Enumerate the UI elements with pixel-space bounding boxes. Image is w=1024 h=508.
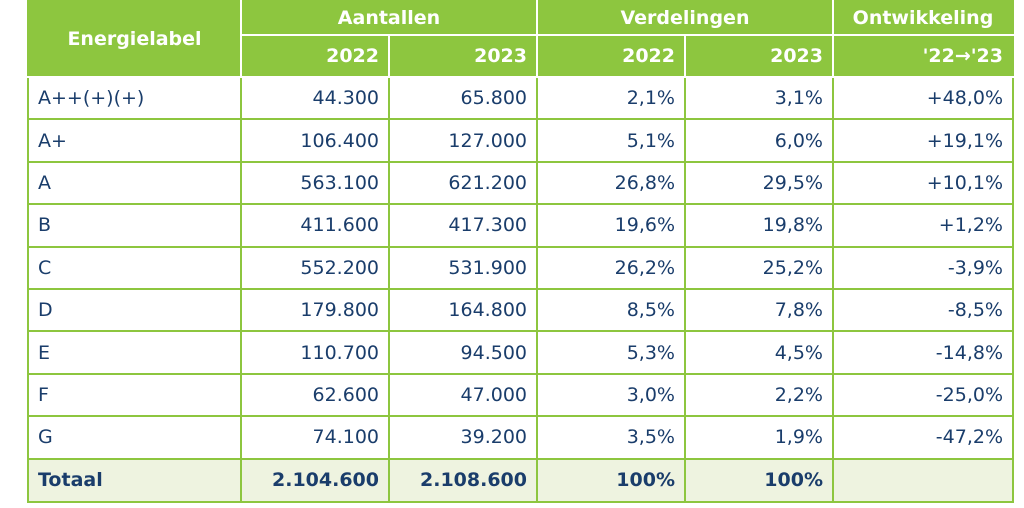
cell-n2023: 39.200 — [388, 415, 538, 460]
row-label: G — [27, 415, 242, 460]
table-body: A++(+)(+) 44.300 65.800 2,1% 3,1% +48,0% A+ 106… — [27, 75, 1014, 503]
cell-p2022: 19,6% — [536, 203, 686, 248]
header-year: '22→'23 — [832, 34, 1014, 78]
header-group-verdelingen: Verdelingen — [536, 0, 834, 36]
header-year: 2022 — [240, 34, 390, 78]
table-row: A+ 106.400 127.000 5,1% 6,0% +19,1% — [27, 118, 1014, 163]
energy-label-table: Energielabel Aantallen Verdelingen Ontwi… — [27, 0, 1014, 503]
cell-n2023: 47.000 — [388, 372, 538, 418]
total-p2022: 100% — [536, 457, 686, 503]
cell-n2022: 106.400 — [240, 118, 390, 163]
header-row-groups: Energielabel Aantallen Verdelingen Ontwi… — [27, 0, 1014, 78]
cell-p2022: 3,0% — [536, 372, 686, 418]
total-n2022: 2.104.600 — [240, 457, 390, 503]
header-row-years: 2022 2023 2022 2023 '22→'23 — [28, 34, 1014, 78]
cell-n2022: 411.600 — [240, 203, 390, 248]
cell-p2023: 6,0% — [684, 118, 834, 163]
header-energielabel: Energielabel — [27, 0, 242, 78]
header-group-aantallen: Aantallen — [240, 0, 538, 36]
cell-n2022: 552.200 — [240, 245, 390, 290]
cell-dev: -8,5% — [832, 287, 1014, 333]
cell-p2022: 8,5% — [536, 287, 686, 333]
cell-dev: +1,2% — [832, 203, 1014, 248]
header-group-ontwikkeling: Ontwikkeling — [832, 0, 1014, 36]
row-label: D — [27, 287, 242, 333]
cell-p2023: 2,2% — [684, 372, 834, 418]
cell-p2023: 29,5% — [684, 160, 834, 206]
cell-n2023: 417.300 — [388, 203, 538, 248]
cell-n2022: 563.100 — [240, 160, 390, 206]
header-year: 2022 — [536, 34, 686, 78]
energy-label-table-wrapper: Energielabel Aantallen Verdelingen Ontwi… — [27, 0, 1014, 503]
cell-n2023: 621.200 — [388, 160, 538, 206]
table-row: C 552.200 531.900 26,2% 25,2% -3,9% — [27, 245, 1014, 290]
total-row: Totaal 2.104.600 2.108.600 100% 100% — [27, 457, 1014, 503]
cell-p2023: 25,2% — [684, 245, 834, 290]
cell-n2023: 127.000 — [388, 118, 538, 163]
cell-dev: -3,9% — [832, 245, 1014, 290]
cell-dev: -47,2% — [832, 415, 1014, 460]
cell-p2022: 5,1% — [536, 118, 686, 163]
row-label: E — [27, 330, 242, 375]
total-label: Totaal — [27, 457, 242, 503]
header-year: 2023 — [684, 34, 834, 78]
cell-p2022: 3,5% — [536, 415, 686, 460]
cell-n2023: 164.800 — [388, 287, 538, 333]
cell-n2022: 74.100 — [240, 415, 390, 460]
cell-n2022: 179.800 — [240, 287, 390, 333]
total-dev — [832, 457, 1014, 503]
table-row: D 179.800 164.800 8,5% 7,8% -8,5% — [27, 287, 1014, 333]
table-row: A 563.100 621.200 26,8% 29,5% +10,1% — [27, 160, 1014, 206]
cell-dev: +48,0% — [832, 75, 1014, 121]
cell-p2023: 4,5% — [684, 330, 834, 375]
row-label: A+ — [27, 118, 242, 163]
row-label: B — [27, 203, 242, 248]
row-label: F — [27, 372, 242, 418]
cell-p2022: 26,8% — [536, 160, 686, 206]
cell-p2023: 3,1% — [684, 75, 834, 121]
cell-dev: -25,0% — [832, 372, 1014, 418]
cell-p2022: 2,1% — [536, 75, 686, 121]
cell-p2022: 26,2% — [536, 245, 686, 290]
cell-dev: -14,8% — [832, 330, 1014, 375]
cell-n2023: 94.500 — [388, 330, 538, 375]
table-row: A++(+)(+) 44.300 65.800 2,1% 3,1% +48,0% — [27, 75, 1014, 121]
table-row: E 110.700 94.500 5,3% 4,5% -14,8% — [27, 330, 1014, 375]
header-year: 2023 — [388, 34, 538, 78]
cell-dev: +10,1% — [832, 160, 1014, 206]
cell-dev: +19,1% — [832, 118, 1014, 163]
cell-n2023: 531.900 — [388, 245, 538, 290]
cell-n2023: 65.800 — [388, 75, 538, 121]
row-label: A++(+)(+) — [27, 75, 242, 121]
cell-p2022: 5,3% — [536, 330, 686, 375]
total-n2023: 2.108.600 — [388, 457, 538, 503]
table-row: G 74.100 39.200 3,5% 1,9% -47,2% — [27, 415, 1014, 460]
cell-n2022: 62.600 — [240, 372, 390, 418]
row-label: C — [27, 245, 242, 290]
cell-p2023: 1,9% — [684, 415, 834, 460]
table-row: F 62.600 47.000 3,0% 2,2% -25,0% — [27, 372, 1014, 418]
cell-n2022: 110.700 — [240, 330, 390, 375]
cell-p2023: 19,8% — [684, 203, 834, 248]
cell-p2023: 7,8% — [684, 287, 834, 333]
row-label: A — [27, 160, 242, 206]
table-row: B 411.600 417.300 19,6% 19,8% +1,2% — [27, 203, 1014, 248]
cell-n2022: 44.300 — [240, 75, 390, 121]
total-p2023: 100% — [684, 457, 834, 503]
